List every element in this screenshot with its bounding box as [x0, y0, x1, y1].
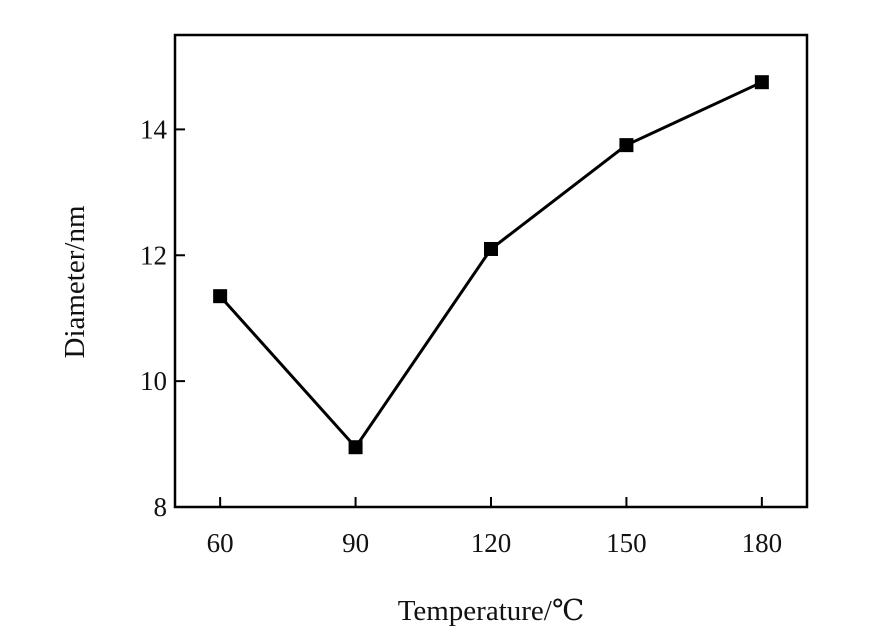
x-tick-label: 180 — [742, 528, 783, 558]
x-tick-label: 90 — [342, 528, 369, 558]
y-tick-label: 14 — [140, 114, 168, 144]
series-group — [213, 75, 769, 455]
y-tick-label: 12 — [140, 240, 167, 270]
data-point-marker — [619, 138, 634, 153]
x-tick-label: 60 — [207, 528, 234, 558]
data-point-marker — [484, 241, 498, 256]
series-line — [218, 80, 763, 450]
data-point-marker — [754, 75, 769, 90]
x-tick-label: 120 — [471, 528, 512, 558]
x-tick-label: 150 — [606, 528, 647, 558]
data-point-marker — [213, 289, 228, 304]
data-point-marker — [348, 440, 363, 455]
y-tick-label: 10 — [140, 366, 167, 396]
y-tick-label: 8 — [154, 492, 168, 522]
x-axis-label: Temperature/℃ — [398, 595, 585, 627]
y-axis-label: Diameter/nm — [59, 205, 91, 358]
y-axis-ticks: 8 10 12 14 — [140, 114, 185, 522]
x-axis-ticks: 60 90 120 150 180 — [207, 497, 782, 558]
